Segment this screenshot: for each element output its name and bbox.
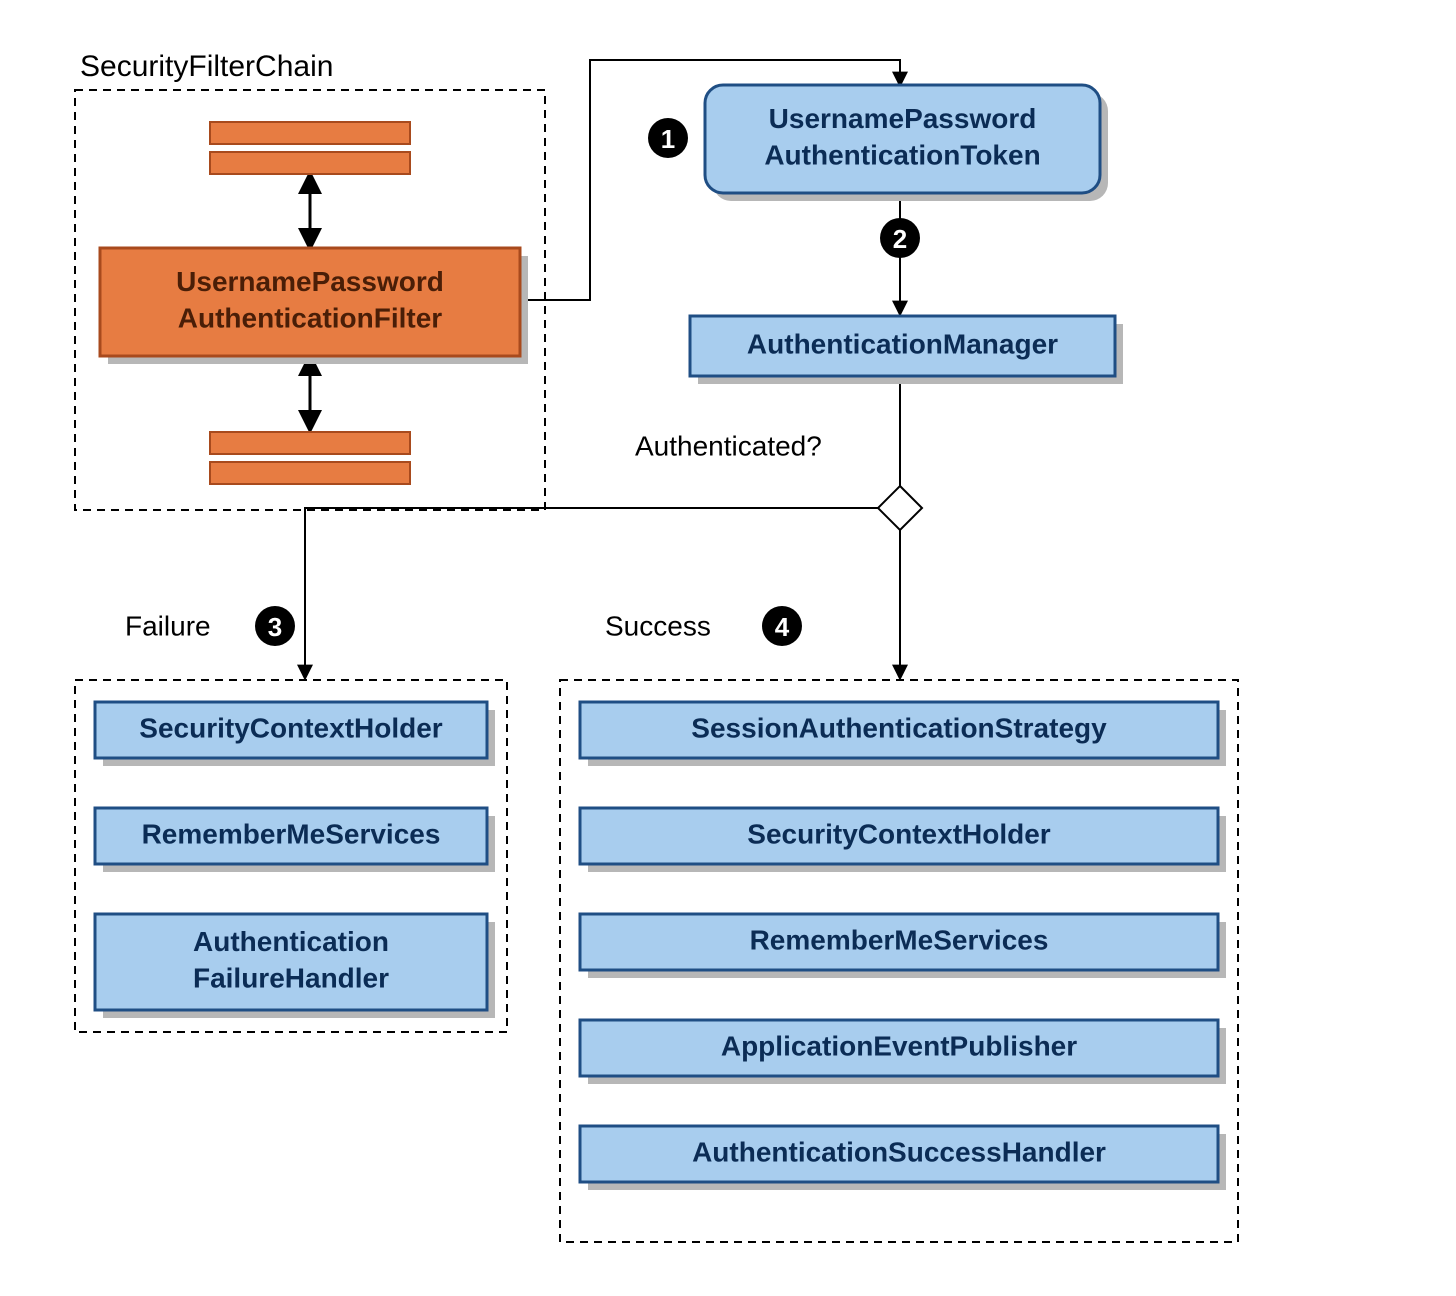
step-number: 4 (775, 612, 790, 642)
connector-decision-to-failure (305, 508, 878, 678)
box-label: FailureHandler (193, 963, 389, 994)
filter-bar-2 (210, 432, 410, 454)
box-label: AuthenticationSuccessHandler (692, 1136, 1106, 1167)
box-label: SessionAuthenticationStrategy (691, 712, 1107, 743)
step-number: 2 (893, 224, 907, 254)
filter-bar-3 (210, 462, 410, 484)
box-label: AuthenticationManager (747, 328, 1058, 359)
step-number: 3 (268, 612, 282, 642)
label-text: Authenticated? (635, 430, 822, 461)
box-label: AuthenticationToken (764, 140, 1040, 171)
decision-diamond (878, 486, 922, 530)
box-label: RememberMeServices (750, 924, 1049, 955)
box-label: AuthenticationFilter (178, 303, 443, 334)
filter-bar-0 (210, 122, 410, 144)
step-number: 1 (661, 124, 675, 154)
box-label: RememberMeServices (142, 818, 441, 849)
label-text: Success (605, 610, 711, 641)
box-label: ApplicationEventPublisher (721, 1030, 1077, 1061)
box-label: SecurityContextHolder (747, 818, 1050, 849)
box-label: UsernamePassword (769, 103, 1037, 134)
label-text: Failure (125, 610, 211, 641)
box-label: Authentication (193, 926, 389, 957)
box-label: UsernamePassword (176, 266, 444, 297)
label-text: SecurityFilterChain (80, 50, 333, 83)
box-label: SecurityContextHolder (139, 712, 442, 743)
filter-bar-1 (210, 152, 410, 174)
